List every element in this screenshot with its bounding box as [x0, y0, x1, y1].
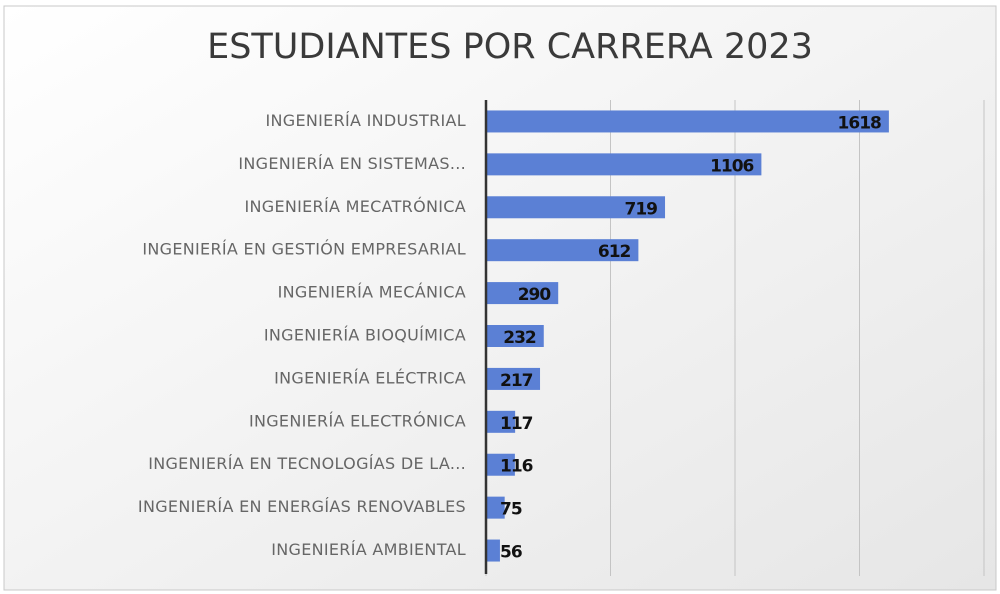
y-tick-label: INGENIERÍA EN TECNOLOGÍAS DE LA...: [148, 454, 466, 473]
y-tick-label: INGENIERÍA EN GESTIÓN EMPRESARIAL: [142, 240, 466, 259]
data-label: 290: [518, 285, 552, 305]
bar: [486, 496, 505, 519]
bar: [486, 196, 666, 219]
data-label: 1106: [710, 156, 753, 176]
bar: [486, 110, 889, 133]
y-tick-label: INGENIERÍA MECÁNICA: [278, 283, 466, 302]
y-tick-label: INGENIERÍA EN SISTEMAS...: [238, 154, 466, 173]
bar: [486, 239, 639, 262]
bar: [486, 539, 500, 562]
data-label: 232: [503, 328, 536, 348]
data-label: 75: [500, 500, 522, 520]
bar: [486, 325, 544, 347]
y-tick-label: INGENIERÍA INDUSTRIAL: [265, 111, 466, 130]
data-label: 117: [500, 414, 533, 434]
y-tick-label: INGENIERÍA MECATRÓNICA: [244, 197, 466, 216]
data-label: 116: [500, 457, 533, 477]
y-tick-label: INGENIERÍA ELÉCTRICA: [274, 368, 466, 387]
bar: [486, 410, 516, 433]
data-label: 612: [598, 242, 631, 262]
data-label: 719: [625, 199, 658, 219]
y-tick-label: INGENIERÍA ELECTRÓNICA: [249, 411, 466, 430]
bar: [486, 367, 541, 390]
bar: [486, 153, 762, 176]
data-label: 56: [500, 543, 522, 563]
y-tick-label: INGENIERÍA EN ENERGÍAS RENOVABLES: [138, 497, 466, 516]
bar: [486, 282, 559, 305]
data-label: 1618: [838, 113, 881, 133]
y-tick-label: INGENIERÍA BIOQUÍMICA: [264, 326, 466, 345]
bar: [486, 453, 515, 476]
chart-title: ESTUDIANTES POR CARRERA 2023: [207, 27, 813, 67]
y-tick-label: INGENIERÍA AMBIENTAL: [271, 540, 466, 559]
data-label: 217: [500, 371, 533, 391]
